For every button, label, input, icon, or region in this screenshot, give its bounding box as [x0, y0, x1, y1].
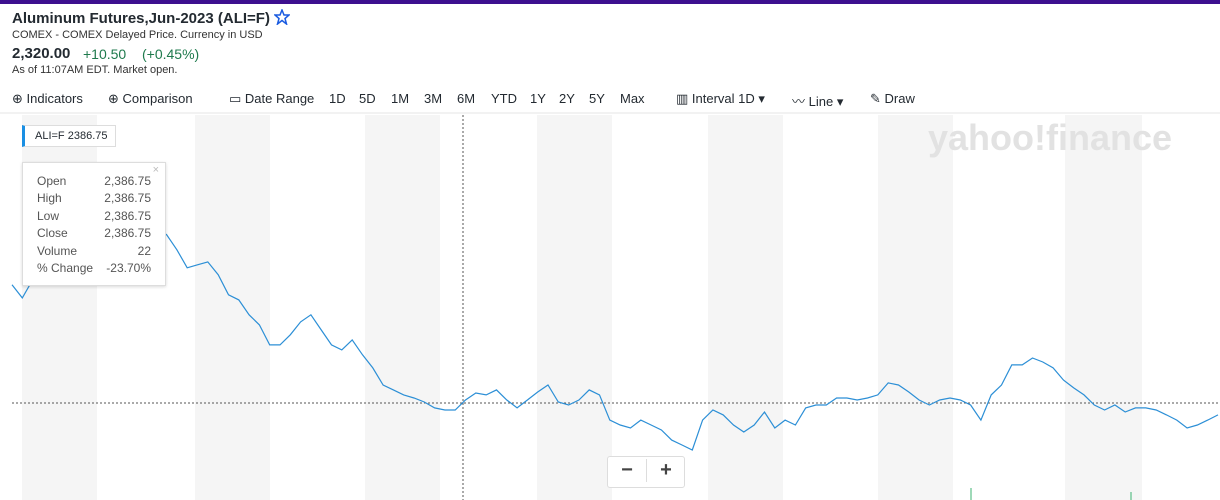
- range-button[interactable]: 3M: [424, 91, 443, 106]
- watchlist-star[interactable]: [274, 9, 290, 25]
- symbol: ALI=F: [35, 130, 65, 142]
- as-of: As of 11:07AM EDT. Market open.: [12, 64, 178, 76]
- zoom-out[interactable]: −: [621, 459, 633, 481]
- label: Line: [808, 94, 834, 109]
- range-button[interactable]: 1Y: [530, 91, 546, 106]
- time-band: [537, 115, 612, 500]
- range-button[interactable]: 1D: [329, 91, 346, 106]
- price: 2,320.00: [12, 45, 71, 62]
- indicators-button[interactable]: ⊕ Indicators: [12, 91, 83, 106]
- range-button[interactable]: 6M: [457, 91, 476, 106]
- bands: [22, 115, 1142, 500]
- series-tag: ALI=F 2386.75: [22, 125, 117, 147]
- comparison-button[interactable]: ⊕ Comparison: [108, 91, 193, 106]
- interval-button[interactable]: ▥ Interval 1D ▾: [676, 91, 765, 106]
- tooltip-row: % Change -23.70%: [37, 261, 151, 278]
- tooltip-key: Low: [37, 208, 60, 223]
- tooltip-row: Open 2,386.75: [37, 174, 151, 191]
- close-icon[interactable]: ×: [152, 164, 159, 176]
- chart-type-button[interactable]: 〰 Line ▾: [792, 94, 844, 109]
- price-line: [11, 209, 1219, 451]
- range-button[interactable]: 2Y: [559, 91, 575, 106]
- tooltip-row: Low 2,386.75: [37, 209, 151, 226]
- tooltip-key: Close: [37, 226, 68, 241]
- range-button[interactable]: Max: [620, 91, 645, 106]
- label: Interval: [691, 91, 735, 106]
- change-percent: (+0.45%): [142, 46, 200, 62]
- range-button[interactable]: 5D: [359, 91, 376, 106]
- time-band: [365, 115, 440, 500]
- time-band: [1065, 115, 1142, 500]
- top-bar: [0, 0, 1220, 4]
- tooltip-key: % Change: [37, 261, 94, 275]
- tooltip-value: 2,386.75: [104, 174, 151, 188]
- tooltip-key: Open: [37, 174, 67, 188]
- time-band: [878, 115, 953, 500]
- tooltip-value: 22: [137, 243, 151, 258]
- draw-button[interactable]: ✎ Draw: [870, 91, 915, 106]
- value: 2386.75: [67, 130, 108, 142]
- quote-title: Aluminum Futures,Jun-2023 (ALI=F): [12, 10, 270, 27]
- label: Indicators: [26, 91, 83, 106]
- range-button[interactable]: 1M: [391, 91, 410, 106]
- zoom-control: − +: [607, 456, 685, 488]
- time-band: [195, 115, 270, 500]
- label: Draw: [884, 91, 915, 106]
- label: Date Range: [244, 91, 315, 106]
- tooltip-key: Volume: [37, 243, 78, 258]
- tooltip-row: Volume 22: [37, 244, 151, 261]
- tooltip-value: -23.70%: [106, 261, 151, 275]
- tooltip-row: Close 2,386.75: [37, 226, 151, 243]
- value: 1D: [738, 91, 755, 106]
- quote-subtitle: COMEX - COMEX Delayed Price. Currency in…: [12, 29, 263, 41]
- tooltip-value: 2,386.75: [104, 226, 151, 241]
- tooltip-row: High 2,386.75: [37, 191, 151, 208]
- range-button[interactable]: YTD: [491, 91, 517, 106]
- label: Comparison: [122, 91, 193, 106]
- tooltip-value: 2,386.75: [104, 208, 151, 223]
- tooltip-key: High: [37, 191, 62, 206]
- date-range-button[interactable]: ▭ Date Range: [229, 91, 315, 106]
- time-band: [708, 115, 783, 500]
- zoom-in[interactable]: +: [646, 459, 685, 482]
- tooltip: × Open 2,386.75 High 2,386.75 Low 2,386.75 Clos…: [22, 162, 166, 286]
- range-button[interactable]: 5Y: [589, 91, 605, 106]
- watermark: yahoo!finance: [928, 117, 1172, 158]
- change: +10.50: [83, 46, 127, 62]
- tooltip-value: 2,386.75: [104, 191, 151, 206]
